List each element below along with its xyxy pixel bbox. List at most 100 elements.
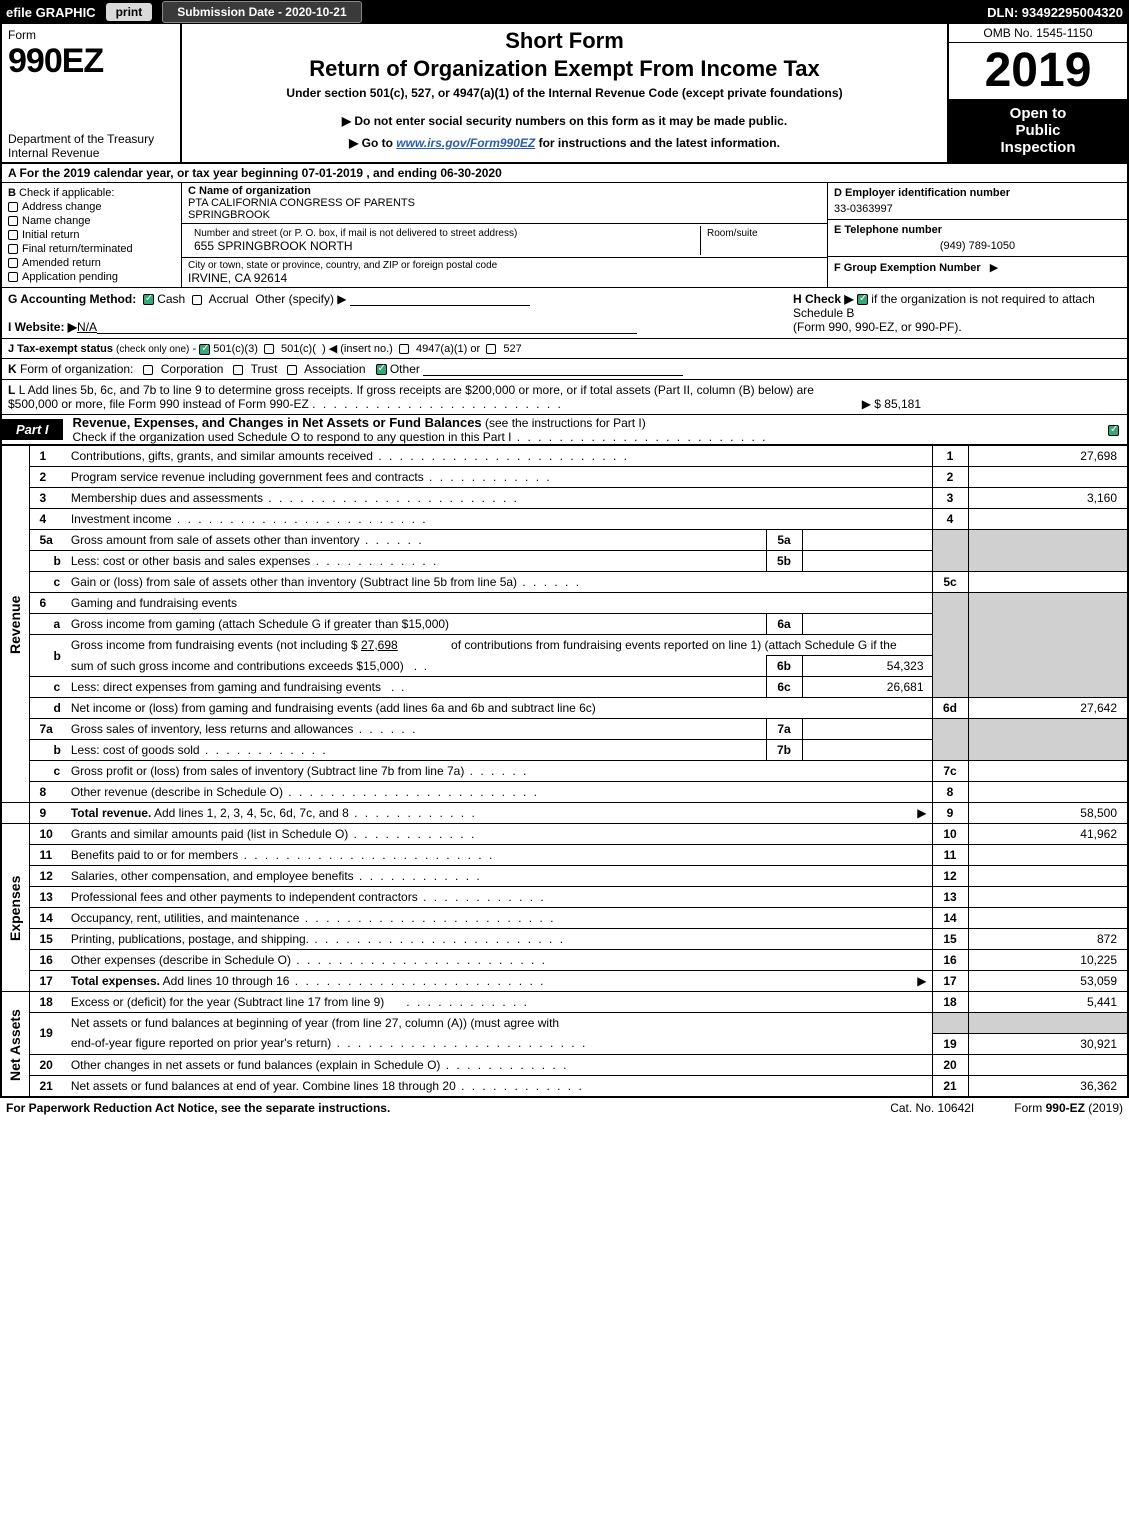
shade-7a: [932, 719, 968, 740]
line-7a-num: 7a: [29, 719, 66, 740]
line-14-num: 14: [29, 908, 66, 929]
chk-501c3[interactable]: [199, 344, 210, 355]
tax-year: 2019: [949, 43, 1127, 99]
line-20-rnum: 20: [932, 1054, 968, 1075]
line-6b-desc2: of contributions from fundraising events…: [451, 638, 897, 652]
page-footer: For Paperwork Reduction Act Notice, see …: [0, 1098, 1129, 1118]
line-5c-rnum: 5c: [932, 572, 968, 593]
line-12-val: [968, 866, 1128, 887]
line-6b-desc3: sum of such gross income and contributio…: [71, 659, 404, 673]
chk-527[interactable]: [486, 344, 496, 354]
f-arrow: ▶: [990, 262, 998, 274]
line-6a-num: a: [29, 614, 66, 635]
line-6c-num: c: [29, 677, 66, 698]
shade-7a-v: [968, 719, 1128, 740]
line-4-desc: Investment income: [71, 512, 172, 526]
line-11-num: 11: [29, 845, 66, 866]
line-6b-desc1: Gross income from fundraising events (no…: [71, 638, 361, 652]
title-return: Return of Organization Exempt From Incom…: [190, 56, 939, 82]
form-word: Form: [8, 28, 174, 42]
line-16-rnum: 16: [932, 950, 968, 971]
line-16-desc: Other expenses (describe in Schedule O): [71, 953, 291, 967]
line-7b-desc: Less: cost of goods sold: [71, 743, 200, 757]
line-4-rnum: 4: [932, 509, 968, 530]
chk-501c[interactable]: [264, 344, 274, 354]
shade-5b: [932, 551, 968, 572]
col-b-checkboxes: B Check if applicable: Address change Na…: [2, 183, 182, 287]
line-14-desc: Occupancy, rent, utilities, and maintena…: [71, 911, 300, 925]
line-6d-rnum: 6d: [932, 698, 968, 719]
part-1-table: Revenue 1 Contributions, gifts, grants, …: [0, 445, 1129, 1098]
line-5b-mn: 5b: [766, 551, 802, 572]
chk-application-pending[interactable]: Application pending: [8, 271, 175, 283]
b-text: Check if applicable:: [19, 187, 114, 199]
f-group-label: F Group Exemption Number: [834, 262, 981, 274]
chk-name-change[interactable]: Name change: [8, 215, 175, 227]
chk-association[interactable]: [287, 365, 297, 375]
cash-label: Cash: [157, 292, 185, 306]
other-specify-line[interactable]: [350, 292, 530, 306]
shade-5a-v: [968, 530, 1128, 551]
line-19-desc1: Net assets or fund balances at beginning…: [66, 1013, 932, 1034]
header-middle: Short Form Return of Organization Exempt…: [182, 24, 947, 162]
chk-initial-return[interactable]: Initial return: [8, 229, 175, 241]
d-ein-value: 33-0363997: [834, 203, 1121, 215]
chk-corporation[interactable]: [143, 365, 153, 375]
side-expenses: Expenses: [1, 824, 29, 992]
l-text-1: L Add lines 5b, 6c, and 7b to line 9 to …: [19, 383, 814, 397]
shade-6c-v: [968, 677, 1128, 698]
line-15-rnum: 15: [932, 929, 968, 950]
line-21-val: 36,362: [968, 1075, 1128, 1097]
h-label: H Check ▶: [793, 292, 854, 306]
line-5a-desc: Gross amount from sale of assets other t…: [71, 533, 360, 547]
line-6c-mv: 26,681: [802, 677, 932, 698]
line-7a-desc: Gross sales of inventory, less returns a…: [71, 722, 354, 736]
line-5c-num: c: [29, 572, 66, 593]
line-15-val: 872: [968, 929, 1128, 950]
link-pre: ▶ Go to: [349, 136, 396, 150]
line-11-rnum: 11: [932, 845, 968, 866]
chk-address-change[interactable]: Address change: [8, 201, 175, 213]
link-post: for instructions and the latest informat…: [535, 136, 780, 150]
ssn-warning: ▶ Do not enter social security numbers o…: [190, 114, 939, 128]
line-5a-num: 5a: [29, 530, 66, 551]
line-10-val: 41,962: [968, 824, 1128, 845]
chk-schedule-o[interactable]: [1108, 425, 1119, 436]
dept-line2: Internal Revenue: [8, 146, 99, 160]
line-9-val: 58,500: [968, 803, 1128, 824]
title-short-form: Short Form: [190, 28, 939, 54]
line-7a-mv: [802, 719, 932, 740]
street-label: Number and street (or P. O. box, if mail…: [194, 228, 694, 239]
line-12-num: 12: [29, 866, 66, 887]
g-label: G Accounting Method:: [8, 292, 136, 306]
chk-cash[interactable]: [143, 294, 154, 305]
l-text-2: $500,000 or more, file Form 990 instead …: [8, 397, 309, 411]
chk-schedule-b[interactable]: [857, 294, 868, 305]
chk-amended-return[interactable]: Amended return: [8, 257, 175, 269]
chk-4947[interactable]: [399, 344, 409, 354]
line-19-rnum: 19: [932, 1033, 968, 1054]
shade-6b2: [932, 656, 968, 677]
part-1-sub: Check if the organization used Schedule …: [73, 430, 512, 444]
line-5b-num: b: [29, 551, 66, 572]
chk-accrual[interactable]: [192, 295, 202, 305]
line-8-val: [968, 782, 1128, 803]
line-16-val: 10,225: [968, 950, 1128, 971]
shade-6b1-v: [968, 635, 1128, 656]
line-19-num: 19: [29, 1013, 66, 1055]
line-11-val: [968, 845, 1128, 866]
chk-other-org[interactable]: [376, 364, 387, 375]
line-2-desc: Program service revenue including govern…: [71, 470, 424, 484]
open-to-public: Open to Public Inspection: [949, 99, 1127, 162]
line-21-rnum: 21: [932, 1075, 968, 1097]
line-20-num: 20: [29, 1054, 66, 1075]
print-button[interactable]: print: [106, 3, 153, 21]
chk-final-return[interactable]: Final return/terminated: [8, 243, 175, 255]
part-1-title: Revenue, Expenses, and Changes in Net As…: [73, 415, 482, 430]
irs-link[interactable]: www.irs.gov/Form990EZ: [396, 136, 535, 150]
line-3-desc: Membership dues and assessments: [71, 491, 263, 505]
line-6a-mv: [802, 614, 932, 635]
shade-7b-v: [968, 740, 1128, 761]
chk-trust[interactable]: [233, 365, 243, 375]
footer-cat-no: Cat. No. 10642I: [890, 1101, 974, 1115]
